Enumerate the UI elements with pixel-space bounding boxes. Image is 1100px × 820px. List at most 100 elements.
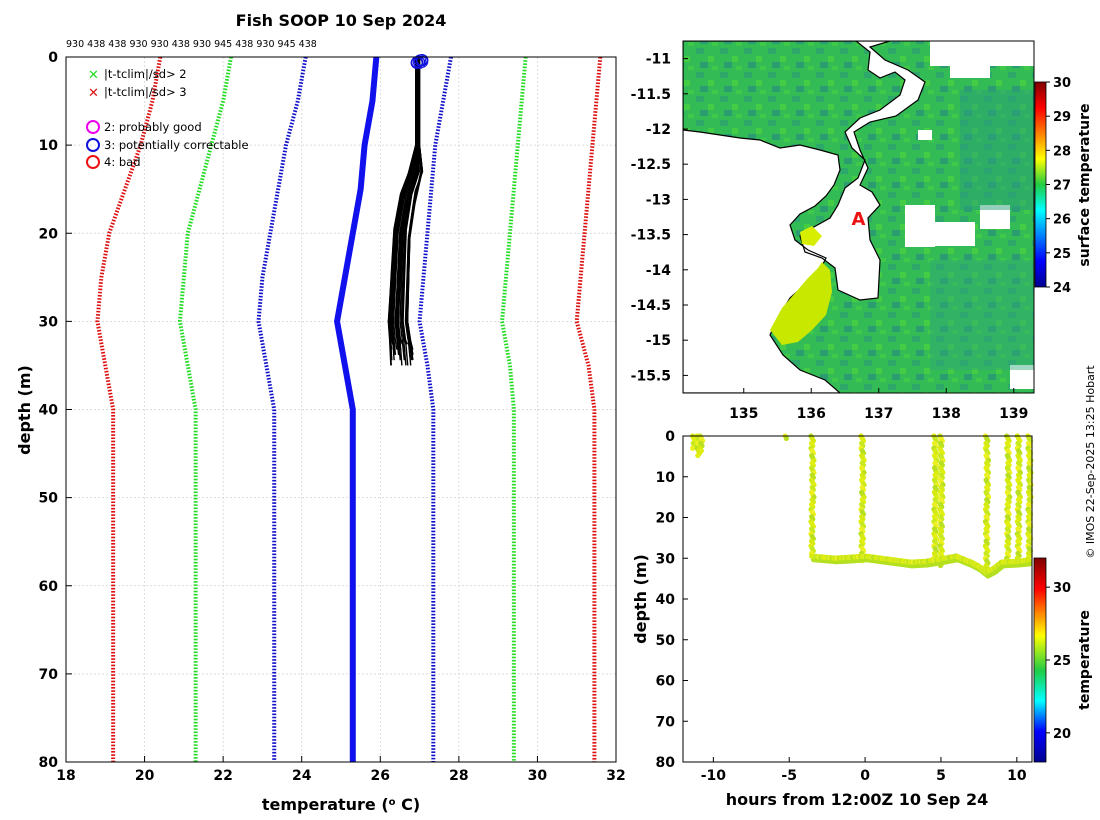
section-ylabel: depth (m)	[631, 554, 650, 644]
profile-axes-frame	[65, 56, 617, 763]
legend-crit3-label: |t-tclim|/sd> 3	[104, 85, 187, 99]
section-point	[695, 452, 701, 459]
profile-xlabel: temperature (o C)	[262, 795, 420, 814]
legend-cross-2sd-icon: ✕	[88, 68, 99, 83]
climatology-line	[417, 56, 453, 762]
profile-cast-line	[399, 57, 419, 361]
climatology-line	[95, 56, 163, 762]
y-tick-label: 50	[39, 491, 59, 507]
section-x-tick-label: 5	[936, 768, 946, 784]
sst-colorbar-tick-label: 27	[1053, 179, 1071, 194]
section-y-tick-label: 40	[656, 592, 676, 608]
section-x-tick-label: 10	[1007, 768, 1027, 784]
y-tick-label: 70	[39, 667, 59, 683]
map-x-tick-label: 139	[999, 406, 1028, 422]
map-y-tick-label: -13	[646, 192, 671, 208]
legend: ✕ |t-tclim|/sd> 2 ✕ |t-tclim|/sd> 3 2: p…	[86, 67, 249, 169]
figure-title: Fish SOOP 10 Sep 2024	[236, 11, 447, 30]
section-y-tick-label: 30	[656, 551, 676, 567]
ship-marker-label: A	[852, 209, 866, 230]
section-y-tick-label: 10	[656, 470, 676, 486]
section-colorbar-tick-label: 25	[1053, 654, 1071, 669]
profile-ylabel: depth (m)	[15, 365, 34, 455]
legend-flag4-label: 4: bad	[104, 155, 141, 169]
sst-colorbar-tick-label: 29	[1053, 110, 1071, 125]
section-x-tick-label: -5	[781, 768, 797, 784]
section-y-tick-label: 20	[656, 511, 676, 527]
climatology-line	[177, 56, 233, 762]
sst-colorbar-tick-label: 30	[1053, 76, 1071, 91]
legend-flag2-circle-icon	[86, 120, 100, 134]
map-x-tick-label: 138	[932, 406, 961, 422]
y-tick-label: 80	[39, 755, 59, 771]
cruise-ids: 930 438 438 930 930 438 930 945 438 930 …	[66, 39, 317, 50]
flag3-circle-marker	[415, 53, 428, 66]
flag3-circle-marker	[412, 55, 425, 68]
legend-flag4-circle-icon	[86, 155, 100, 169]
map-x-tick-label: 136	[797, 406, 826, 422]
profile-cast-line	[389, 57, 417, 345]
section-bottom-point	[1027, 561, 1033, 567]
legend-flag3-circle-icon	[86, 138, 100, 152]
sst-colorbar-ticks: 24 25 26 27 28 29 30	[1046, 76, 1071, 296]
map-y-tick-label: -14.5	[631, 298, 671, 314]
section-colorbar-ticks: 20 25 30	[1046, 581, 1071, 742]
map-x-tick-label: 137	[864, 406, 893, 422]
legend-crit2-label: |t-tclim|/sd> 2	[104, 67, 187, 81]
y-tick-label: 0	[48, 50, 58, 66]
section-y-tick-label: 0	[665, 429, 675, 445]
x-tick-label: 32	[606, 768, 625, 784]
land-mass	[683, 41, 926, 393]
y-tick-label: 40	[39, 403, 59, 419]
map-y-tick-label: -15	[646, 333, 671, 349]
section-point	[690, 445, 696, 451]
section-x-tick-label: -10	[701, 768, 727, 784]
legend-flag3-label: 3: potentially correctable	[104, 138, 249, 152]
sst-colorbar-tick-label: 24	[1053, 281, 1071, 296]
y-tick-label: 20	[39, 226, 59, 242]
section-colorbar-tick-label: 30	[1053, 581, 1071, 596]
profile-grid	[65, 56, 617, 763]
section-y-tick-label: 50	[656, 633, 676, 649]
sst-map	[683, 41, 1034, 393]
x-tick-label: 24	[292, 768, 312, 784]
section-points	[690, 433, 1034, 579]
section-axes-frame	[682, 435, 1033, 763]
y-tick-label: 30	[39, 314, 59, 330]
legend-flag2-label: 2: probably good	[104, 120, 202, 134]
sst-colorbar-tick-label: 26	[1053, 213, 1071, 228]
warm-coastal-water	[770, 262, 832, 345]
map-y-tick-label: -15.5	[631, 368, 671, 384]
x-tick-label: 30	[528, 768, 548, 784]
profile-casts	[387, 57, 424, 366]
sst-colorbar-tick-label: 25	[1053, 247, 1071, 262]
section-point	[783, 435, 789, 442]
credit-text: © IMOS 22-Sep-2025 13:25 Hobart	[1084, 365, 1097, 559]
climatology-line	[256, 56, 308, 762]
map-y-tick-label: -12	[646, 122, 671, 138]
x-tick-label: 20	[135, 768, 155, 784]
map-y-tick-label: -13.5	[631, 228, 671, 244]
section-x-tick-label: 0	[860, 768, 870, 784]
mean-line	[334, 56, 380, 762]
sst-colorbar-label: surface temperature	[1077, 103, 1093, 266]
ship-position-marker: A	[852, 209, 866, 230]
x-tick-label: 26	[371, 768, 390, 784]
section-y-tick-label: 60	[656, 674, 676, 690]
y-tick-label: 10	[39, 138, 59, 154]
x-tick-label: 28	[449, 768, 468, 784]
map-ticks: 135 136 137 138 139 -11 -11.5 -12 -12.5 -13 -13.5 -…	[631, 52, 1029, 422]
section-point	[698, 448, 705, 454]
map-axes-frame	[682, 40, 1035, 394]
climatology-line	[574, 56, 603, 762]
map-x-tick-label: 135	[729, 406, 758, 422]
profile-series	[95, 56, 603, 762]
sst-colorbar-tick-label: 28	[1053, 144, 1071, 159]
profile-cast-line	[406, 57, 423, 355]
sst-colorbar	[1034, 81, 1047, 288]
y-tick-label: 60	[39, 579, 59, 595]
section-y-tick-label: 80	[656, 755, 676, 771]
map-y-tick-label: -14	[646, 263, 672, 279]
x-tick-label: 22	[213, 768, 232, 784]
